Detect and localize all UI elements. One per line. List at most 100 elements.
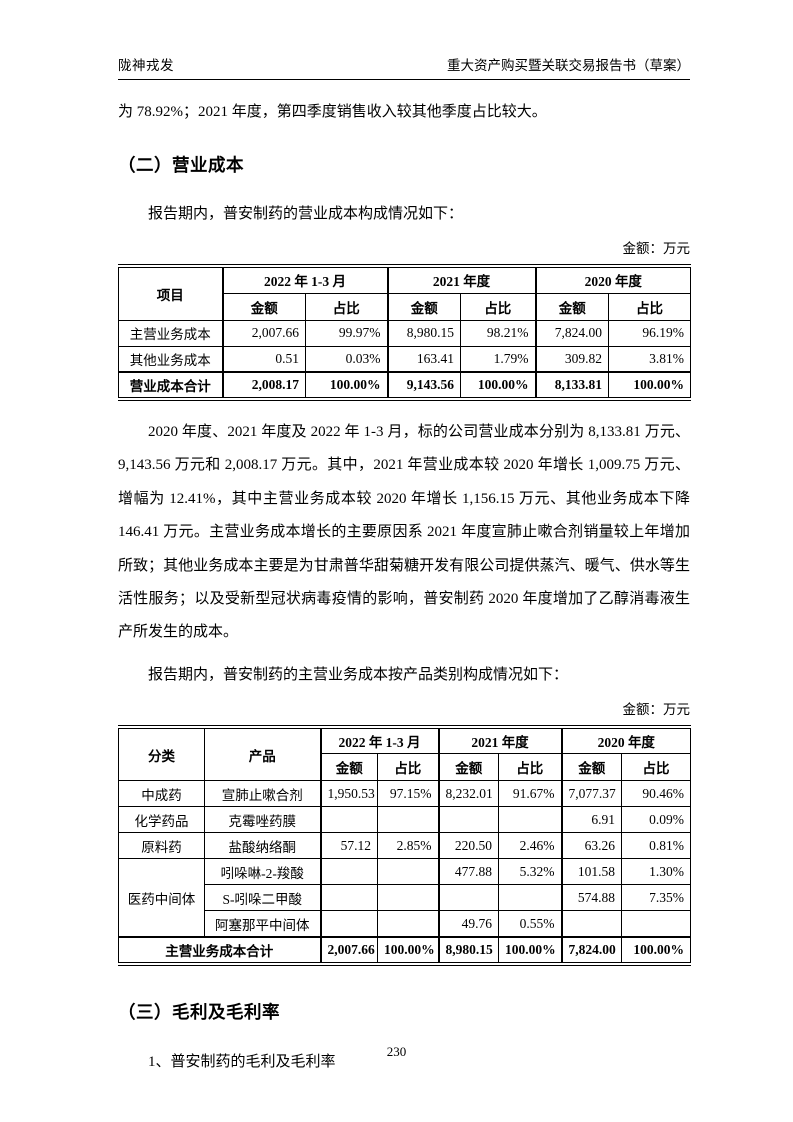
page-content: 陇神戎发 重大资产购买暨关联交易报告书（草案） 为 78.92%；2021 年度… [118,0,691,1071]
header-cell-ratio: 占比 [498,753,563,782]
num-cell: 309.82 [535,345,609,373]
num-cell: 101.58 [561,858,622,886]
num-cell: 8,980.15 [387,319,461,347]
table-row: 化学药品 克霉唑药膜 6.91 0.09% [118,806,691,834]
header-cell-amount: 金额 [222,292,306,321]
table-subheader-row: 金额 占比 金额 占比 金额 占比 [119,292,691,321]
table-header-row: 项目 2022 年 1-3 月 2021 年度 2020 年度 [118,265,691,321]
num-cell [377,910,440,938]
table-subheader-row: 金额 占比 金额 占比 金额 占比 [119,753,691,782]
product-cell: 宣肺止嗽合剂 [204,780,322,808]
num-cell [438,806,499,834]
num-cell: 99.97% [305,319,389,347]
header-cell-amount: 金额 [320,753,378,782]
table-row: 主营业务成本 2,007.66 99.97% 8,980.15 98.21% 7… [118,319,691,347]
num-cell: 7,077.37 [561,780,622,808]
num-cell: 0.03% [305,345,389,373]
num-cell: 6.91 [561,806,622,834]
section-title-operating-cost: （二）营业成本 [118,155,244,175]
product-cell: 吲哚啉-2-羧酸 [204,858,322,886]
num-cell: 100.00% [621,935,691,965]
num-cell [438,884,499,912]
table-header-row: 分类 产品 2022 年 1-3 月 2021 年度 2020 年度 [118,726,691,782]
num-cell [377,884,440,912]
num-cell: 0.09% [621,806,691,834]
page-number: 230 [386,1044,407,1059]
num-cell: 0.51 [222,345,306,373]
operating-cost-table: 项目 2022 年 1-3 月 2021 年度 2020 年度 金额 占比 金额… [118,264,691,401]
header-cell-product: 产品 [204,726,322,782]
table-total-row: 主营业务成本合计 2,007.66 100.00% 8,980.15 100.0… [118,935,691,965]
num-cell: 2.85% [377,832,440,860]
num-cell: 2,007.66 [320,935,378,965]
header-cell-period: 2021 年度 [438,726,563,755]
num-cell [561,910,622,938]
num-cell [377,806,440,834]
header-cell-period: 2020 年度 [535,265,691,294]
num-cell: 49.76 [438,910,499,938]
num-cell: 0.81% [621,832,691,860]
continued-paragraph: 为 78.92%；2021 年度，第四季度销售收入较其他季度占比较大。 [118,104,547,120]
unit-note-2: 金额：万元 [622,701,691,717]
num-cell [621,910,691,938]
num-cell: 9,143.56 [387,371,461,400]
total-label-cell: 营业成本合计 [118,371,224,400]
num-cell [320,910,378,938]
header-cell-ratio: 占比 [621,753,691,782]
product-cell: S-吲哚二甲酸 [204,884,322,912]
header-cell-amount: 金额 [387,292,461,321]
cost-by-product-table: 分类 产品 2022 年 1-3 月 2021 年度 2020 年度 金额 占比… [118,724,691,966]
table-total-row: 营业成本合计 2,008.17 100.00% 9,143.56 100.00%… [118,371,691,400]
header-cell-amount: 金额 [535,292,609,321]
num-cell: 220.50 [438,832,499,860]
num-cell: 7,824.00 [561,935,622,965]
product-cell: 阿塞那平中间体 [204,910,322,938]
num-cell: 63.26 [561,832,622,860]
header-company-name: 陇神戎发 [118,58,174,73]
num-cell: 3.81% [608,345,691,373]
num-cell: 7,824.00 [535,319,609,347]
header-cell-amount: 金额 [438,753,499,782]
num-cell: 98.21% [460,319,537,347]
num-cell [498,806,563,834]
num-cell: 91.67% [498,780,563,808]
header-cell-period: 2020 年度 [561,726,691,755]
num-cell: 57.12 [320,832,378,860]
header-cell-ratio: 占比 [608,292,691,321]
num-cell: 100.00% [460,371,537,400]
header-cell-period: 2022 年 1-3 月 [222,265,389,294]
num-cell [320,884,378,912]
num-cell: 100.00% [498,935,563,965]
num-cell: 477.88 [438,858,499,886]
product-cell: 盐酸纳络酮 [204,832,322,860]
num-cell: 163.41 [387,345,461,373]
num-cell: 97.15% [377,780,440,808]
table-row: 中成药 宣肺止嗽合剂 1,950.53 97.15% 8,232.01 91.6… [118,780,691,808]
total-label-cell: 主营业务成本合计 [118,935,322,965]
num-cell: 7.35% [621,884,691,912]
header-cell-period: 2022 年 1-3 月 [320,726,440,755]
subsection-item-1: 1、普安制药的毛利及毛利率 [148,1053,336,1070]
table-row: 其他业务成本 0.51 0.03% 163.41 1.79% 309.82 3.… [118,345,691,373]
num-cell [498,884,563,912]
num-cell: 1.79% [460,345,537,373]
category-cell: 化学药品 [118,806,205,834]
table-row: 原料药 盐酸纳络酮 57.12 2.85% 220.50 2.46% 63.26… [118,832,691,860]
category-cell: 医药中间体 [118,858,205,938]
num-cell: 574.88 [561,884,622,912]
num-cell: 100.00% [377,935,440,965]
num-cell: 96.19% [608,319,691,347]
header-cell-ratio: 占比 [460,292,537,321]
num-cell: 2,008.17 [222,371,306,400]
num-cell: 0.55% [498,910,563,938]
unit-note: 金额：万元 [622,241,691,256]
num-cell: 1,950.53 [320,780,378,808]
table-row: 医药中间体 吲哚啉-2-羧酸 477.88 5.32% 101.58 1.30% [118,858,691,938]
num-cell: 1.30% [621,858,691,886]
num-cell [320,806,378,834]
num-cell [377,858,440,886]
intro-paragraph-2: 报告期内，普安制药的主营业务成本按产品类别构成情况如下： [148,666,569,683]
num-cell: 5.32% [498,858,563,886]
num-cell: 100.00% [608,371,691,400]
